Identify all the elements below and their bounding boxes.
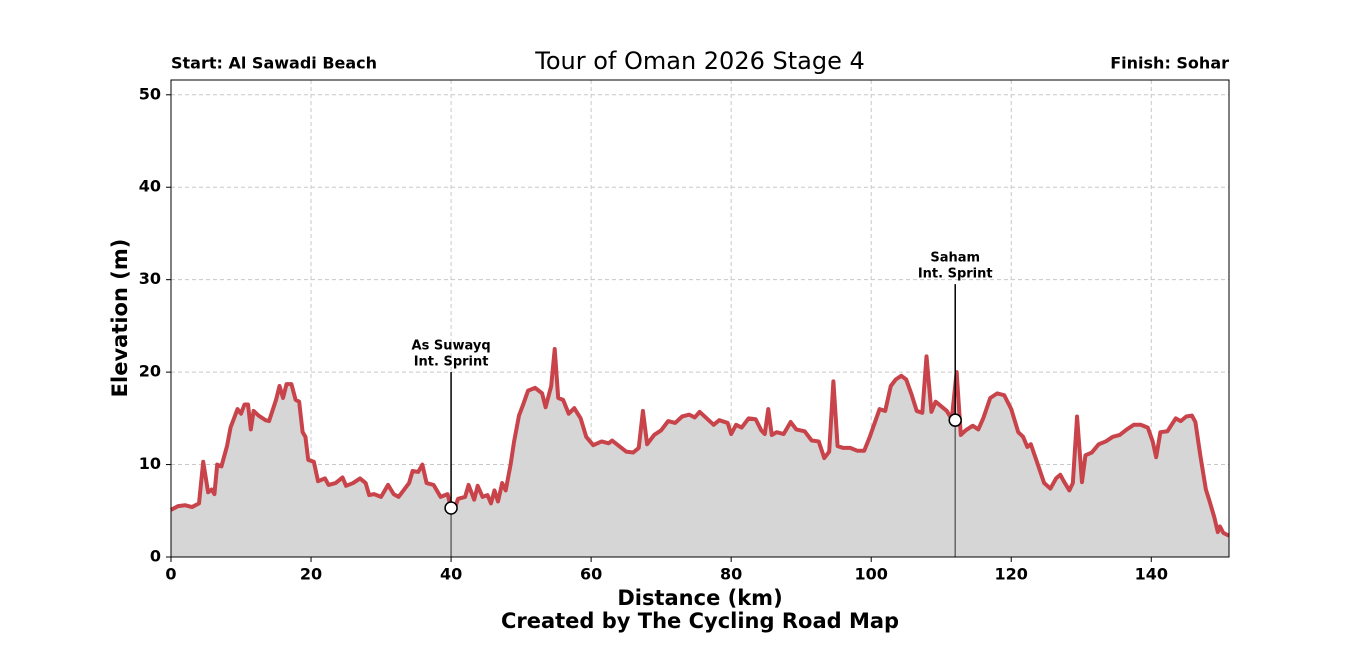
sprint-label: Int. Sprint bbox=[918, 267, 993, 282]
x-tick-label: 100 bbox=[854, 565, 887, 584]
x-tick-label: 20 bbox=[300, 565, 322, 584]
x-tick-label: 140 bbox=[1135, 565, 1168, 584]
x-tick-label: 40 bbox=[440, 565, 462, 584]
sprint-marker bbox=[444, 501, 458, 515]
sprint-label: As Suwayq bbox=[412, 339, 491, 354]
y-tick-label: 10 bbox=[139, 454, 161, 473]
y-tick-label: 40 bbox=[139, 177, 161, 196]
x-tick-label: 60 bbox=[580, 565, 602, 584]
y-tick-label: 30 bbox=[139, 269, 161, 288]
start-label: Start: Al Sawadi Beach bbox=[171, 54, 377, 73]
finish-label: Finish: Sohar bbox=[1110, 54, 1229, 73]
y-tick-label: 20 bbox=[139, 362, 161, 381]
y-tick-label: 0 bbox=[150, 547, 161, 566]
elevation-line bbox=[170, 347, 1230, 538]
sprint-label: Saham bbox=[930, 251, 980, 266]
sprint-marker bbox=[948, 413, 962, 427]
x-tick-label: 0 bbox=[165, 565, 176, 584]
x-axis-label: Distance (km) bbox=[617, 586, 782, 610]
x-tick-label: 120 bbox=[995, 565, 1028, 584]
y-axis-label: Elevation (m) bbox=[108, 239, 132, 398]
chart-title: Tour of Oman 2026 Stage 4 bbox=[534, 47, 865, 75]
plot-frame bbox=[170, 79, 1230, 558]
elevation-area bbox=[171, 349, 1229, 557]
y-tick-label: 50 bbox=[139, 84, 161, 103]
footer: Created by The Cycling Road Map bbox=[501, 609, 899, 633]
sprint-label: Int. Sprint bbox=[414, 355, 489, 370]
x-tick-label: 80 bbox=[720, 565, 742, 584]
